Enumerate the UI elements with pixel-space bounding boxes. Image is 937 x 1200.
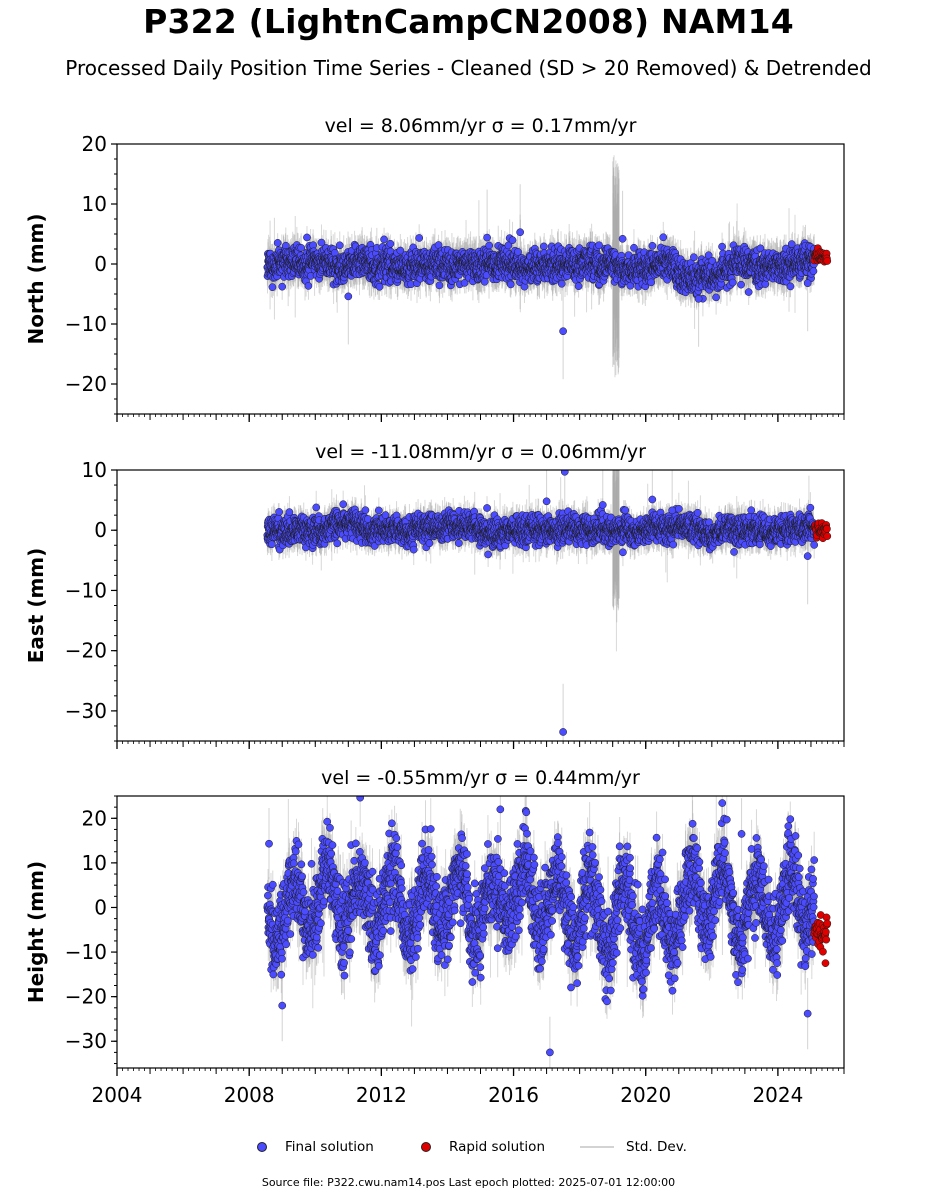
final-solution-point xyxy=(386,239,395,248)
final-solution-point xyxy=(380,235,388,244)
final-solution-point xyxy=(485,241,494,250)
final-solution-point xyxy=(317,238,326,247)
final-solution-point xyxy=(480,277,489,286)
final-solution-point xyxy=(539,242,548,251)
final-solution-point xyxy=(273,239,282,247)
page-subtitle: Processed Daily Position Time Series - C… xyxy=(65,56,872,80)
final-solution-point xyxy=(460,279,469,287)
final-solution-point xyxy=(415,234,424,242)
final-solution-point xyxy=(574,282,583,291)
final-solution-point xyxy=(304,282,313,290)
page-title: P322 (LightnCampCN2008) NAM14 xyxy=(143,2,794,41)
final-solution-point xyxy=(335,241,344,250)
final-solution-point xyxy=(396,246,405,255)
final-solution-point xyxy=(504,241,513,250)
north-data xyxy=(263,155,832,380)
final-solution-point xyxy=(557,279,566,288)
final-solution-point xyxy=(297,244,306,252)
final-solution-point xyxy=(268,283,277,292)
final-solution-point xyxy=(435,281,444,290)
north-final-points xyxy=(263,228,819,336)
final-solution-point xyxy=(303,233,311,242)
final-solution-point xyxy=(508,236,517,244)
final-solution-point xyxy=(278,282,287,291)
final-solution-point xyxy=(506,280,515,289)
final-solution-point xyxy=(375,282,384,291)
